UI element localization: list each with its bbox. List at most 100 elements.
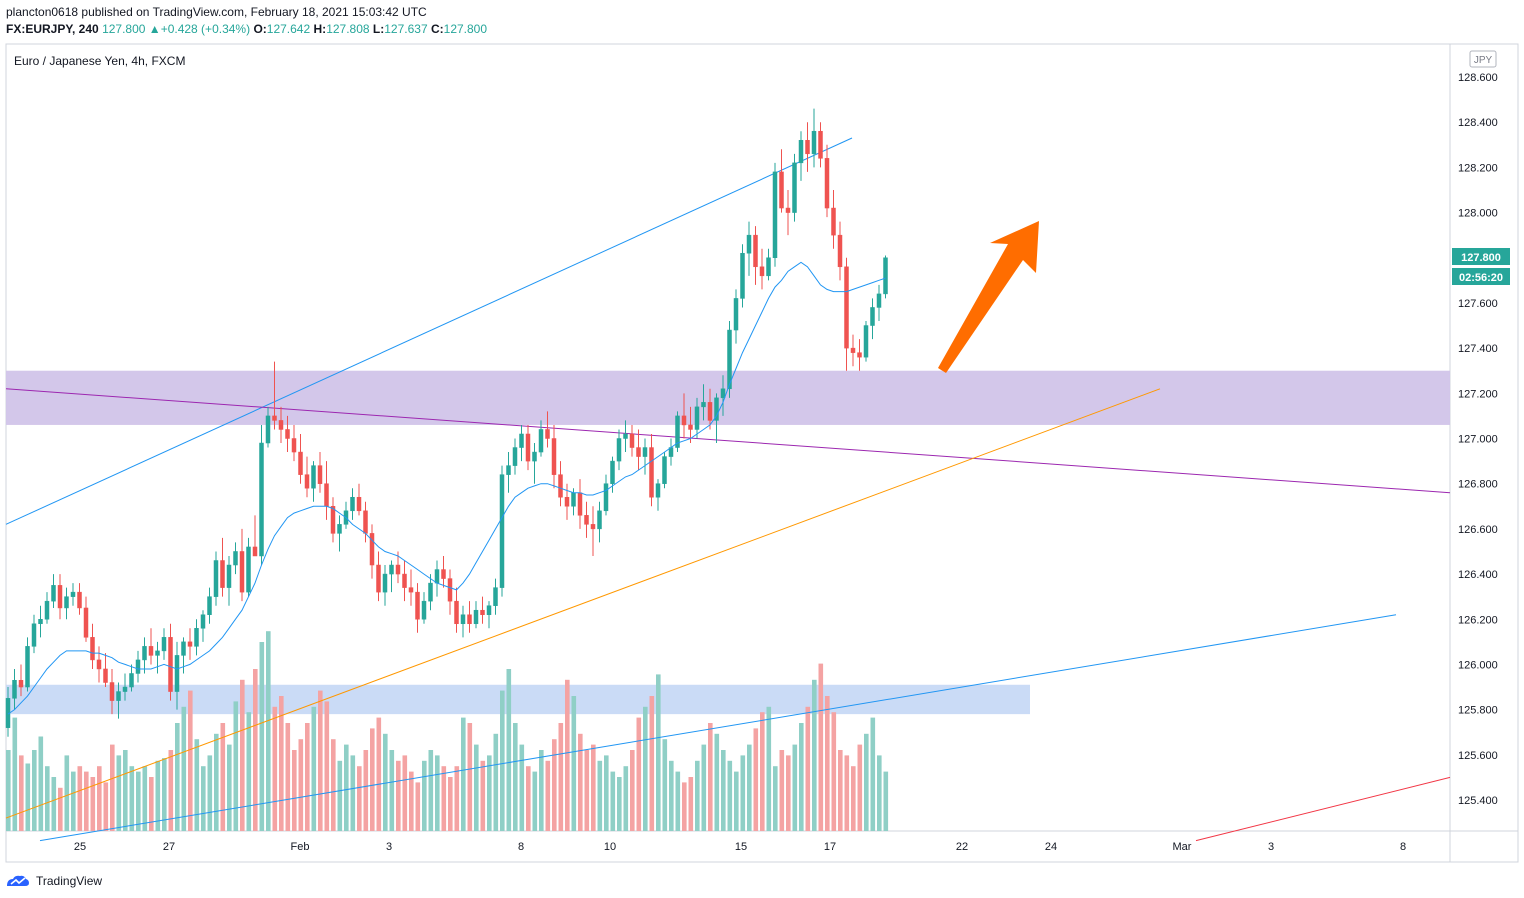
volume-bar <box>610 771 616 831</box>
candle-body <box>194 628 199 647</box>
volume-bar <box>71 771 76 831</box>
candle-body <box>831 207 836 236</box>
symbol: FX:EURJPY, 240 <box>6 22 99 36</box>
candle-body <box>64 596 69 609</box>
volume-bar <box>97 766 102 831</box>
volume-bar <box>649 696 655 831</box>
candle-body <box>844 266 849 349</box>
price-tick-label: 128.200 <box>1458 162 1498 174</box>
volume-bar <box>584 750 590 831</box>
volume-bar <box>45 766 50 831</box>
price-tick-label: 125.600 <box>1458 750 1498 762</box>
footer-brand[interactable]: TradingView <box>6 872 102 890</box>
candle-body <box>727 329 732 390</box>
volume-bar <box>58 787 63 831</box>
candle-body <box>519 433 524 448</box>
candle-body <box>454 600 459 625</box>
volume-bar <box>779 750 785 831</box>
volume-bar <box>844 755 850 831</box>
volume-bar <box>662 739 668 831</box>
volume-bar <box>298 739 304 831</box>
candle-body <box>51 585 56 602</box>
price-tick-label: 127.600 <box>1458 298 1498 310</box>
chart-title: Euro / Japanese Yen, 4h, FXCM <box>14 54 185 68</box>
candle-body <box>636 447 641 457</box>
time-tick-label: 17 <box>824 841 836 853</box>
candle-body <box>168 637 173 692</box>
candle-body <box>298 451 303 475</box>
price-tick-label: 126.600 <box>1458 524 1498 536</box>
rising-trendline[interactable] <box>5 388 1161 819</box>
volume-bar <box>558 723 564 831</box>
volume-bar <box>415 782 421 831</box>
candle-body <box>187 641 193 647</box>
candle-body <box>181 641 186 656</box>
candle-body <box>642 447 648 457</box>
volume-bar <box>480 760 486 831</box>
volume-bar <box>246 712 252 831</box>
volume-bar <box>714 733 720 831</box>
candle-body <box>57 585 63 609</box>
candle-body <box>285 429 290 439</box>
channel-upper-line[interactable] <box>5 137 853 525</box>
support-trendline[interactable] <box>5 388 1451 494</box>
volume-bar <box>571 696 577 831</box>
up-triangle-icon: ▲ <box>148 22 161 36</box>
candle-body <box>584 515 589 525</box>
candle-body <box>590 524 596 530</box>
volume-bar <box>493 733 499 831</box>
volume-bar <box>870 717 876 831</box>
volume-bar <box>435 755 440 831</box>
volume-bar <box>162 758 167 831</box>
candle-body <box>109 682 115 701</box>
currency-badge[interactable] <box>1469 50 1497 68</box>
volume-bar <box>337 760 343 831</box>
candle-body <box>545 429 550 439</box>
candle-body <box>382 573 388 593</box>
volume-bar <box>103 782 109 831</box>
volume-bar <box>38 736 44 831</box>
candle-body <box>759 266 765 277</box>
volume-bar <box>123 750 128 831</box>
symbol-ohlc-bar: FX:EURJPY, 240 127.800 ▲+0.428 (+0.34%) … <box>6 22 487 36</box>
candle-body <box>96 659 102 670</box>
candle-body <box>818 130 823 159</box>
high-label: H: <box>313 22 327 36</box>
price-tick-label: 126.800 <box>1458 479 1498 491</box>
countdown-label: 02:56:20 <box>1459 272 1503 284</box>
volume-bar <box>344 744 349 831</box>
volume-bar <box>825 696 830 831</box>
candle-body <box>551 438 557 475</box>
tradingview-logo-icon <box>7 875 29 886</box>
candle-body <box>233 551 238 566</box>
candle-body <box>291 438 297 453</box>
red-trendline[interactable] <box>1195 776 1451 842</box>
candle-body <box>655 483 661 498</box>
volume-bar <box>402 755 408 831</box>
candle-body <box>688 424 693 430</box>
channel-lower-line[interactable] <box>39 614 1397 842</box>
volume-bar <box>32 750 37 831</box>
time-tick-label: 8 <box>1400 841 1406 853</box>
low-value: 127.637 <box>384 22 428 36</box>
high-value: 127.808 <box>326 22 370 36</box>
volume-bar <box>266 631 271 831</box>
volume-bar <box>155 760 161 831</box>
candle-body <box>798 140 804 164</box>
volume-bar <box>376 717 382 831</box>
up-arrow-annotation[interactable] <box>938 221 1039 373</box>
volume-bar <box>409 771 414 831</box>
candle-body <box>720 388 726 399</box>
volume-bar <box>766 706 772 831</box>
candle-body <box>499 474 505 588</box>
volume-bar <box>591 744 596 831</box>
volume-bar <box>142 766 148 831</box>
volume-bar <box>305 723 310 831</box>
volume-bar <box>727 760 733 831</box>
volume-bar <box>110 744 115 831</box>
support-zone[interactable] <box>6 684 1030 715</box>
time-tick-label: 15 <box>735 841 747 853</box>
candle-body <box>356 496 362 512</box>
candle-body <box>883 257 888 295</box>
